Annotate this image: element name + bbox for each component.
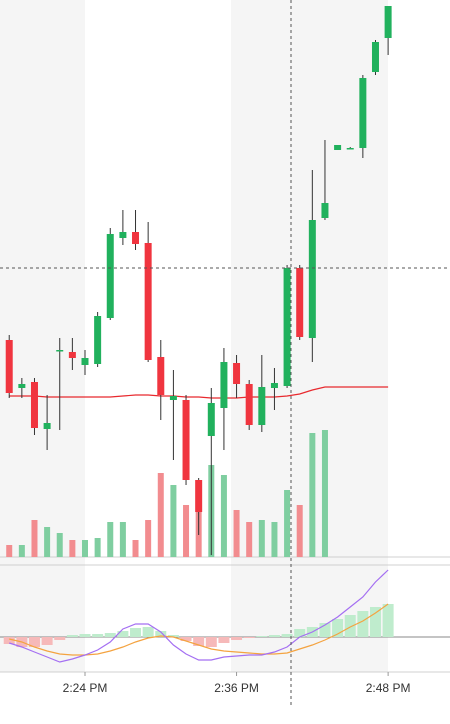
signal-line: [9, 603, 389, 656]
x-tick-label: 2:48 PM: [366, 681, 411, 695]
volume-bar: [157, 473, 164, 557]
histogram-bar: [28, 637, 40, 647]
candle-body: [195, 480, 203, 512]
histogram-bar: [41, 637, 53, 645]
candle-body: [346, 148, 354, 150]
histogram-bar: [231, 637, 243, 640]
candle-body: [371, 42, 379, 72]
candle-body: [43, 423, 51, 429]
candle-body: [144, 243, 152, 360]
x-tick-label: 2:24 PM: [63, 681, 108, 695]
histogram-bar: [3, 637, 15, 644]
candle-body: [359, 78, 367, 148]
histogram-bar: [79, 634, 91, 637]
histogram-bar: [369, 607, 381, 637]
candle-body: [245, 384, 253, 425]
volume-bar: [81, 540, 88, 557]
candle-body: [106, 234, 114, 318]
histogram-bar: [104, 633, 116, 637]
volume-bar: [284, 490, 291, 557]
candle-body: [18, 384, 26, 388]
volume-bar: [233, 510, 240, 557]
histogram-bar: [92, 634, 104, 637]
candle-body: [233, 363, 241, 384]
volume-bar: [220, 475, 227, 557]
candle-body: [132, 232, 140, 244]
candle-body: [169, 396, 177, 400]
volume-bar: [18, 545, 25, 557]
histogram-bar: [281, 634, 293, 637]
macd-line: [9, 569, 389, 663]
volume-bar: [107, 522, 114, 557]
histogram-bar: [357, 611, 369, 637]
histogram-bar: [180, 637, 192, 641]
histogram-bar: [294, 629, 306, 637]
volume-bar: [69, 540, 76, 557]
candle-body: [68, 352, 76, 358]
volume-bar: [321, 430, 328, 557]
candle-body: [308, 220, 316, 338]
candle-body: [157, 357, 165, 395]
moving-average: [9, 386, 389, 399]
candle-body: [321, 203, 329, 218]
histogram-bar: [167, 635, 179, 637]
histogram-bar: [218, 637, 230, 643]
volume-bar: [6, 545, 13, 557]
histogram-bar: [243, 637, 255, 638]
plot-layer: 2:24 PM 2:36 PM 2:48 PM: [0, 6, 450, 695]
histogram-bar: [54, 637, 66, 640]
volume-bar: [119, 522, 126, 557]
session-band: [0, 0, 85, 672]
candle-body: [56, 350, 64, 352]
volume-bar: [44, 527, 51, 557]
candle-body: [94, 316, 102, 364]
histogram-bar: [268, 635, 280, 637]
volume-bar: [246, 522, 253, 557]
candle-body: [220, 362, 228, 408]
histogram-bar: [382, 604, 394, 637]
histogram-bar: [332, 619, 344, 637]
histogram-bar: [193, 637, 205, 646]
candle-body: [30, 382, 38, 428]
histogram-bar: [256, 636, 268, 637]
volume-bar: [271, 522, 278, 557]
candle-body: [5, 340, 13, 393]
volume-bar: [183, 505, 190, 557]
volume-bar: [309, 433, 316, 557]
volume-bar: [56, 533, 63, 557]
candle-body: [81, 358, 89, 365]
volume-bar: [296, 505, 303, 557]
volume-bar: [258, 520, 265, 557]
volume-bar: [94, 538, 101, 557]
histogram-bar: [155, 631, 167, 637]
x-tick-label: 2:36 PM: [214, 681, 259, 695]
candle-body: [270, 383, 278, 388]
candle-body: [334, 145, 342, 150]
volume-bar: [31, 520, 38, 557]
candle-body: [258, 387, 266, 425]
candle-body: [384, 6, 392, 38]
histogram-bar: [344, 615, 356, 637]
candle-body: [283, 268, 291, 386]
histogram-bar: [205, 637, 217, 647]
volume-bar: [145, 520, 152, 557]
volume-bar: [170, 485, 177, 557]
histogram-bar: [66, 635, 78, 637]
histogram-bar: [142, 627, 154, 637]
volume-bar: [132, 540, 139, 557]
candle-body: [182, 400, 190, 480]
histogram-bar: [130, 628, 142, 637]
histogram-bar: [319, 623, 331, 637]
candle-body: [296, 268, 304, 337]
candle-body: [207, 403, 215, 436]
histogram-bar: [117, 631, 129, 637]
candle-body: [119, 232, 127, 238]
